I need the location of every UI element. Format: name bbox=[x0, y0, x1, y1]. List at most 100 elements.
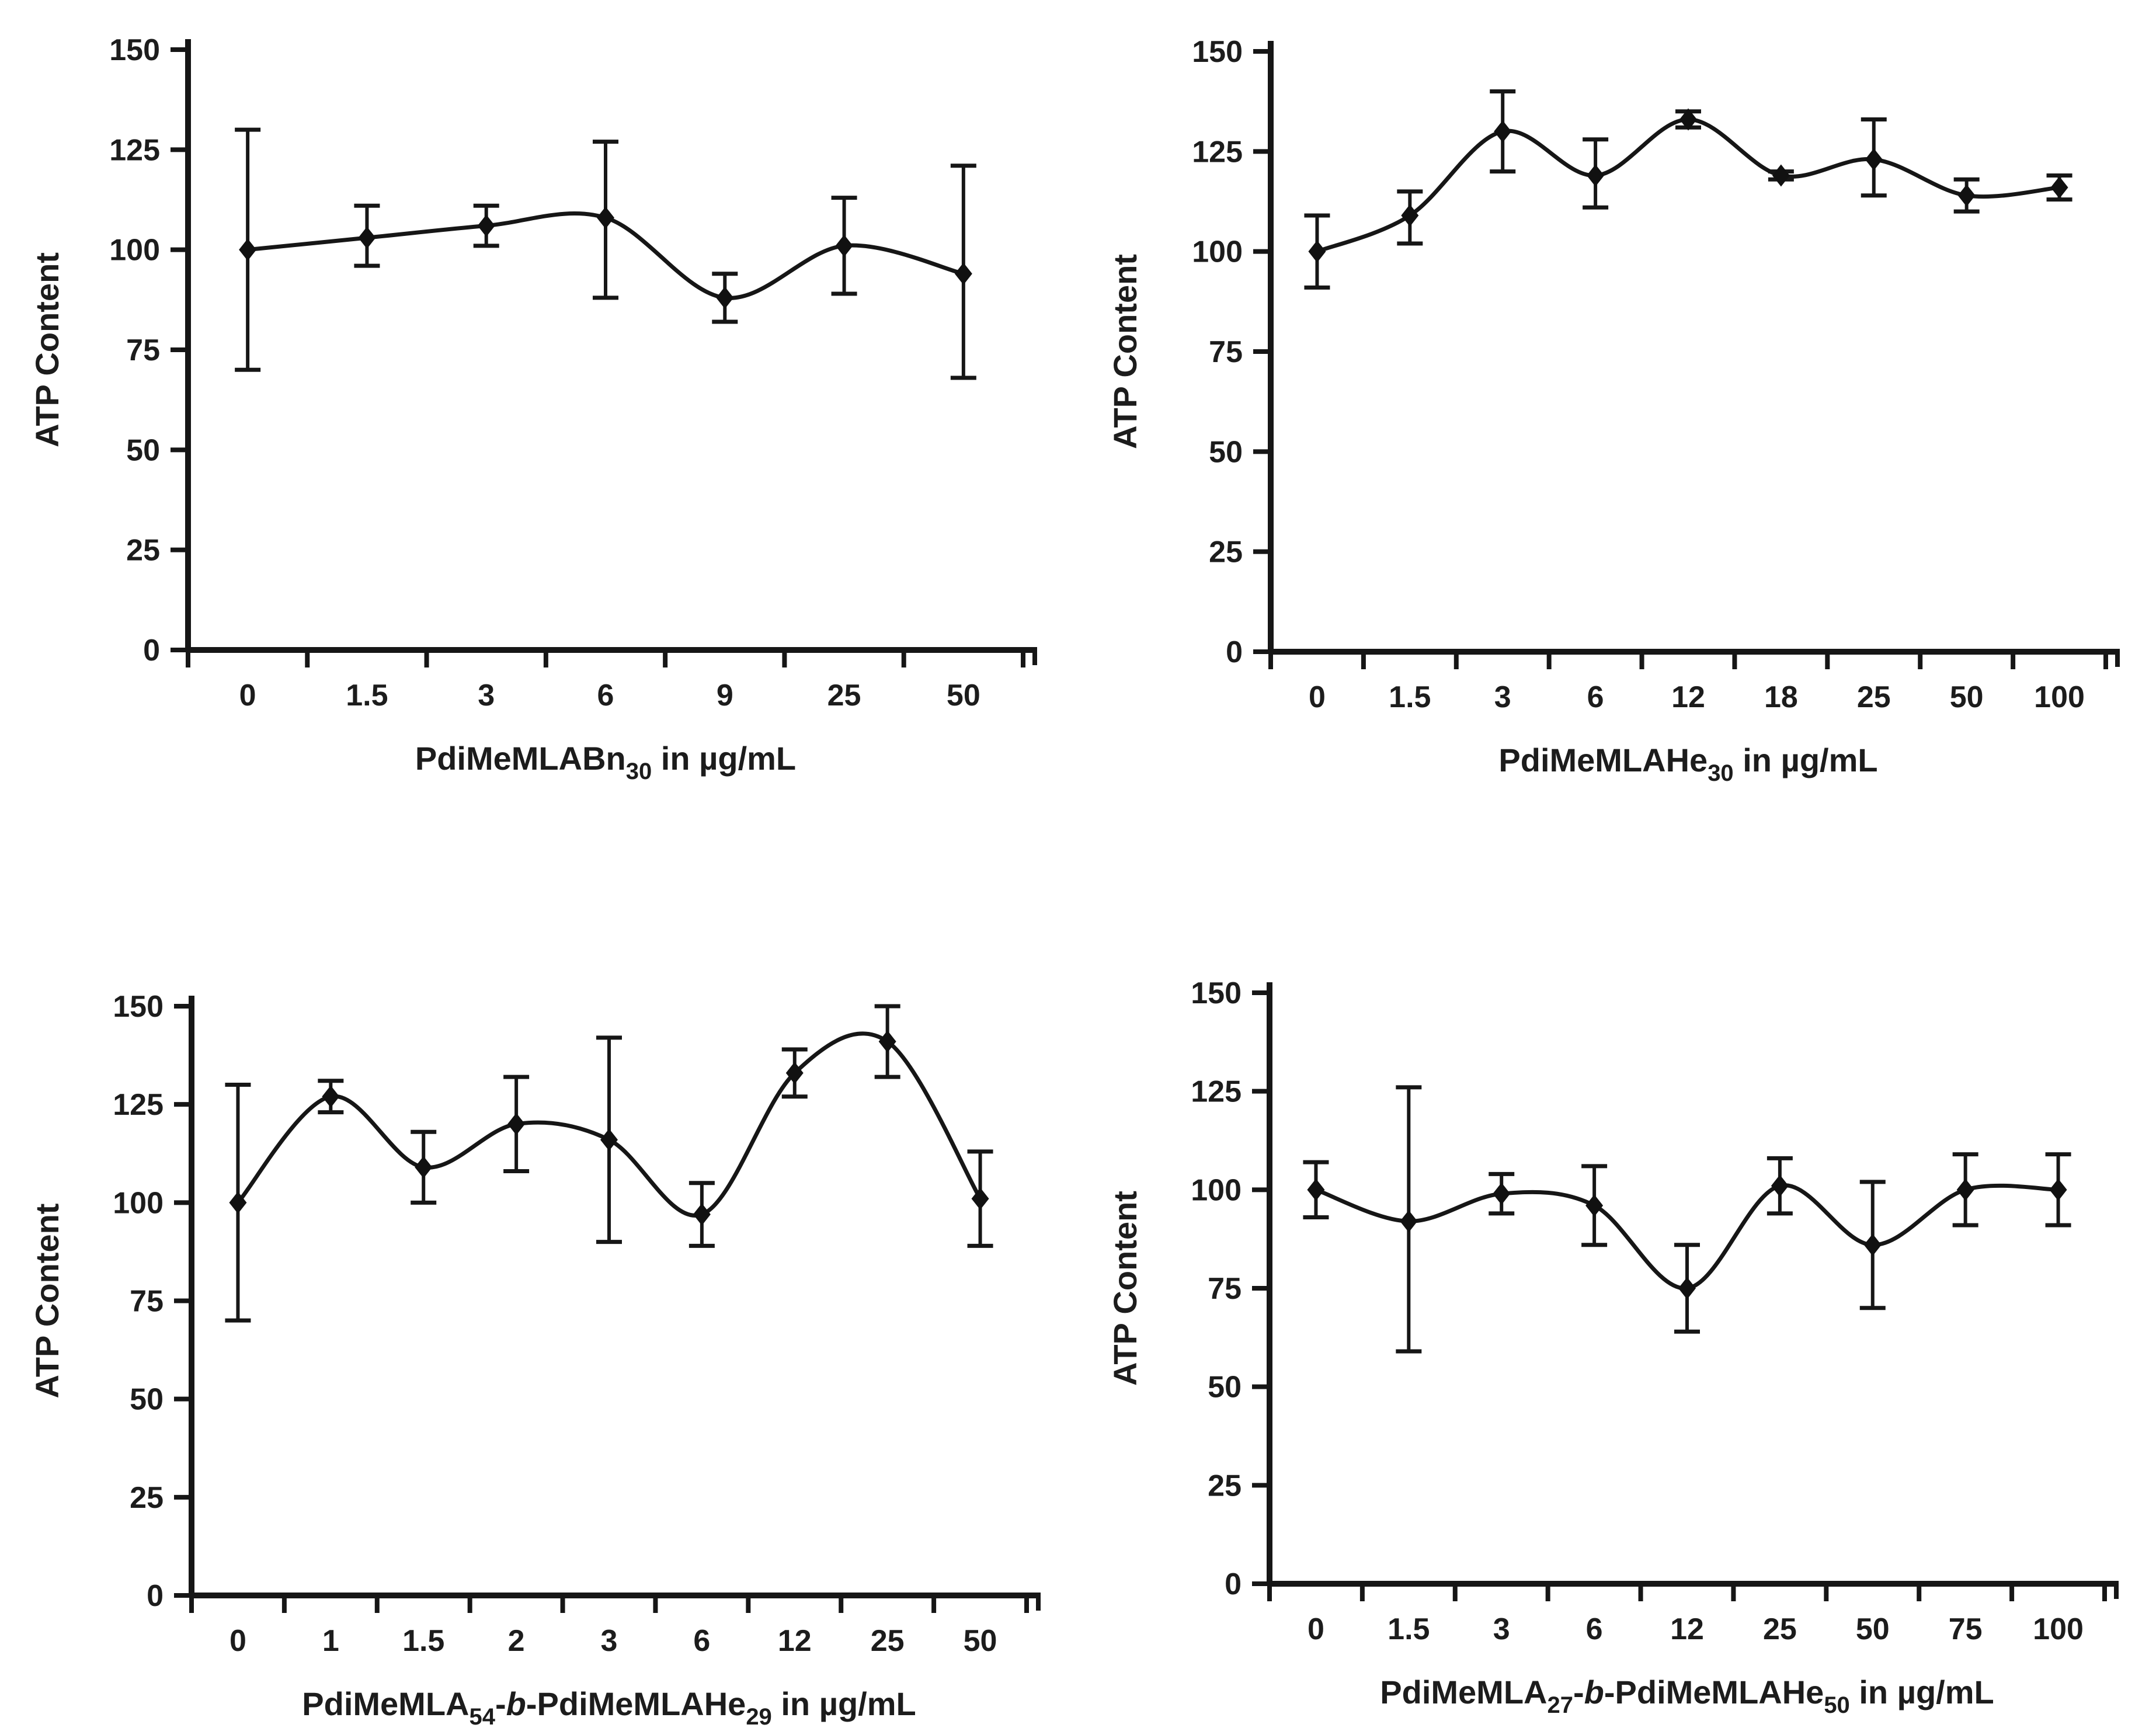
x-tick-label: 1.5 bbox=[402, 1624, 444, 1658]
y-tick-label: 25 bbox=[130, 1481, 164, 1515]
series-line bbox=[235, 1031, 983, 1218]
y-tick-label: 125 bbox=[113, 1088, 164, 1122]
y-axis-title: ATP Content bbox=[29, 252, 65, 447]
x-tick-label: 50 bbox=[947, 679, 980, 712]
data-point-marker bbox=[1308, 240, 1326, 263]
data-point-marker bbox=[1493, 1183, 1511, 1205]
chart-panel-pdimemlabn30: 0 25 50 75 100 125 150 0 1.5 3 6 9 25 50 ATP Content Pd… bbox=[0, 0, 1078, 864]
x-tick-label: 25 bbox=[1763, 1612, 1797, 1646]
data-point-marker bbox=[1678, 1277, 1696, 1299]
y-tick-label: 100 bbox=[1192, 235, 1243, 269]
x-axis-title: PdiMeMLABn30 in µg/mL bbox=[415, 740, 796, 784]
y-tick-label: 25 bbox=[1209, 536, 1243, 569]
data-point-marker bbox=[693, 1203, 711, 1226]
data-point-marker bbox=[835, 234, 853, 257]
x-tick-label: 0 bbox=[1309, 680, 1326, 714]
y-tick-label: 50 bbox=[130, 1383, 164, 1417]
y-tick-label: 150 bbox=[1192, 35, 1243, 69]
data-point-marker bbox=[954, 262, 972, 285]
y-tick-label: 150 bbox=[1191, 976, 1242, 1010]
y-tick-label: 125 bbox=[1191, 1075, 1242, 1109]
data-point-marker bbox=[507, 1112, 526, 1135]
x-tick-label: 3 bbox=[601, 1624, 618, 1658]
data-point-marker bbox=[1771, 1174, 1789, 1197]
y-tick-label: 75 bbox=[1208, 1272, 1242, 1306]
x-tick-label: 12 bbox=[1671, 680, 1705, 714]
x-tick-label: 0 bbox=[1307, 1612, 1324, 1646]
data-point-marker bbox=[1957, 184, 1976, 207]
data-point-marker bbox=[600, 1128, 618, 1151]
y-axis-title: ATP Content bbox=[29, 1204, 65, 1399]
line-chart: 0 25 50 75 100 125 150 0 1 1.5 2 3 6 12 25 50 ATP Conten… bbox=[29, 990, 1041, 1728]
y-tick-label: 50 bbox=[126, 433, 160, 467]
data-point-marker bbox=[1400, 1210, 1418, 1233]
chart-panel-pdimemla54-b-pdimemlahe29: 0 25 50 75 100 125 150 0 1 1.5 2 3 6 12 25 50 ATP Conten… bbox=[0, 864, 1078, 1728]
data-point-marker bbox=[1401, 204, 1419, 227]
data-point-marker bbox=[229, 1191, 247, 1214]
data-point-marker bbox=[239, 238, 257, 261]
x-tick-label: 9 bbox=[717, 679, 733, 712]
y-tick-label: 125 bbox=[1192, 135, 1243, 169]
x-tick-label: 3 bbox=[1493, 1612, 1510, 1646]
y-tick-label: 25 bbox=[1208, 1469, 1242, 1503]
data-point-marker bbox=[322, 1085, 340, 1108]
y-tick-label: 25 bbox=[126, 534, 160, 568]
x-tick-label: 2 bbox=[508, 1624, 525, 1658]
y-tick-label: 75 bbox=[130, 1285, 164, 1319]
x-tick-label: 6 bbox=[1586, 1612, 1603, 1646]
x-tick-label: 100 bbox=[2034, 680, 2085, 714]
x-tick-label: 25 bbox=[871, 1624, 905, 1658]
data-point-marker bbox=[1494, 120, 1512, 143]
x-tick-label: 1.5 bbox=[1388, 1612, 1430, 1646]
data-point-marker bbox=[415, 1156, 433, 1178]
x-tick-label: 50 bbox=[1856, 1612, 1890, 1646]
y-tick-label: 150 bbox=[113, 990, 164, 1024]
x-tick-label: 0 bbox=[229, 1624, 246, 1658]
x-tick-label: 3 bbox=[1494, 680, 1511, 714]
line-chart: 0 25 50 75 100 125 150 0 1.5 3 6 12 18 25 50 100 ATP Con… bbox=[1107, 35, 2120, 786]
x-tick-label: 6 bbox=[1587, 680, 1604, 714]
data-point-marker bbox=[358, 227, 376, 249]
data-point-marker bbox=[597, 206, 614, 229]
y-tick-label: 100 bbox=[1191, 1173, 1242, 1207]
y-tick-label: 100 bbox=[113, 1186, 164, 1220]
y-tick-label: 125 bbox=[109, 133, 160, 167]
chart-panel-pdimemla27-b-pdimemlahe50: 0 25 50 75 100 125 150 0 1.5 3 6 12 25 50 75 100 ATP Con… bbox=[1078, 864, 2156, 1728]
x-tick-label: 50 bbox=[1950, 680, 1984, 714]
data-point-marker bbox=[477, 214, 495, 237]
x-tick-label: 6 bbox=[693, 1624, 710, 1658]
x-tick-label: 12 bbox=[1670, 1612, 1704, 1646]
x-tick-label: 75 bbox=[1949, 1612, 1983, 1646]
x-tick-label: 1 bbox=[322, 1624, 339, 1658]
chart-panel-pdimemlahe30: 0 25 50 75 100 125 150 0 1.5 3 6 12 18 25 50 100 ATP Con… bbox=[1078, 0, 2156, 864]
y-tick-label: 75 bbox=[1209, 335, 1243, 369]
y-tick-label: 100 bbox=[109, 234, 160, 267]
data-point-marker bbox=[1956, 1178, 1974, 1201]
y-tick-label: 0 bbox=[1226, 635, 1243, 669]
data-point-marker bbox=[716, 286, 734, 309]
y-tick-label: 0 bbox=[1225, 1567, 1242, 1601]
x-tick-label: 25 bbox=[1857, 680, 1891, 714]
data-point-marker bbox=[878, 1030, 896, 1053]
y-tick-label: 0 bbox=[143, 634, 160, 667]
x-tick-label: 0 bbox=[239, 679, 256, 712]
data-point-marker bbox=[971, 1187, 989, 1210]
data-point-marker bbox=[1585, 1194, 1604, 1217]
data-point-marker bbox=[785, 1062, 804, 1084]
y-tick-label: 0 bbox=[147, 1579, 164, 1613]
x-tick-label: 3 bbox=[478, 679, 495, 712]
x-tick-label: 1.5 bbox=[1389, 680, 1431, 714]
line-chart: 0 25 50 75 100 125 150 0 1.5 3 6 12 25 50 75 100 ATP Con… bbox=[1107, 976, 2119, 1718]
line-chart: 0 25 50 75 100 125 150 0 1.5 3 6 9 25 50 ATP Content Pd… bbox=[29, 33, 1037, 784]
y-axis-title: ATP Content bbox=[1107, 254, 1143, 449]
x-tick-label: 100 bbox=[2033, 1612, 2084, 1646]
y-tick-label: 50 bbox=[1209, 435, 1243, 469]
x-tick-label: 1.5 bbox=[346, 679, 388, 712]
x-tick-label: 18 bbox=[1764, 680, 1798, 714]
y-axis-title: ATP Content bbox=[1107, 1191, 1143, 1386]
x-axis-title: PdiMeMLA27-b-PdiMeMLAHe50 in µg/mL bbox=[1380, 1674, 1994, 1718]
data-point-marker bbox=[1865, 148, 1883, 171]
y-tick-label: 75 bbox=[126, 333, 160, 367]
x-axis-title: PdiMeMLAHe30 in µg/mL bbox=[1498, 742, 1877, 786]
